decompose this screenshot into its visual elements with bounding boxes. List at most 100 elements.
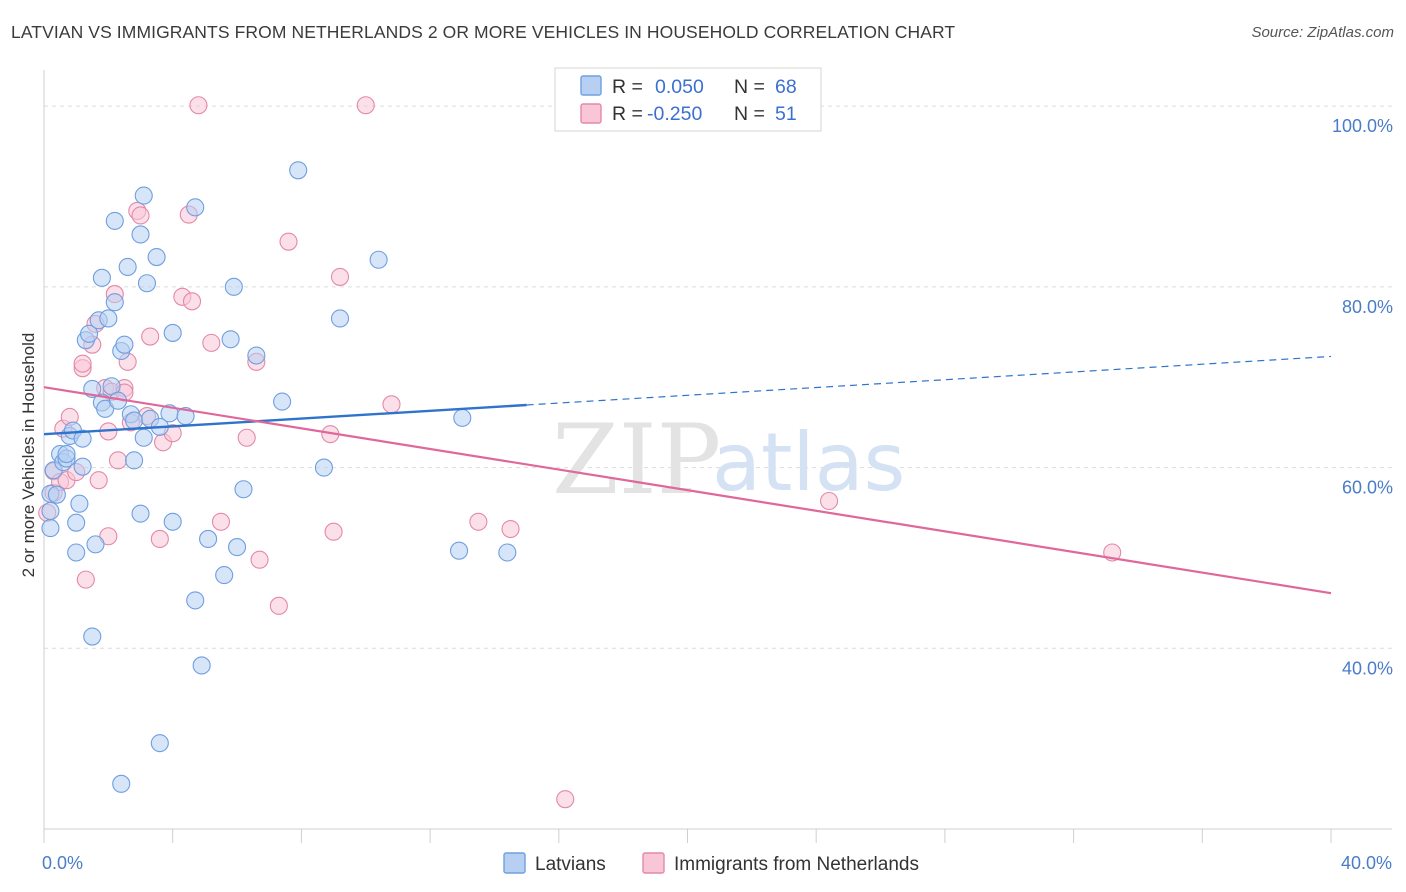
latvians-point — [47, 485, 66, 504]
latvians-point — [150, 734, 169, 753]
netherlands-point — [141, 327, 160, 346]
netherlands-point — [237, 428, 256, 447]
latvians-point — [234, 480, 253, 499]
latvians-point — [137, 274, 157, 293]
latvians-point — [163, 512, 182, 531]
latvians-point — [125, 411, 144, 430]
y-tick-label: 40.0% — [1342, 658, 1393, 678]
latvians-point — [369, 250, 388, 269]
y-tick-label: 60.0% — [1342, 478, 1393, 498]
latvians-point — [57, 444, 76, 464]
netherlands-point — [89, 471, 108, 490]
legend-r-label-1: R = — [612, 76, 643, 98]
latvians-point — [115, 335, 134, 354]
x-tick-label-min: 0.0% — [42, 853, 83, 873]
latvians-point — [134, 186, 153, 205]
netherlands-point — [324, 522, 343, 541]
latvians-point — [199, 529, 218, 549]
legend-n-label-1: N = — [734, 76, 765, 98]
legend-r-value-2: -0.250 — [647, 103, 702, 125]
netherlands-point — [76, 570, 95, 589]
latvians-point — [221, 330, 240, 349]
latvians-point — [192, 656, 211, 675]
trend-lines — [43, 355, 1332, 595]
latvians-point — [96, 399, 115, 418]
latvians-point — [134, 428, 153, 447]
netherlands-point — [556, 790, 575, 809]
legend-r-label-2: R = — [612, 103, 643, 125]
latvians-point — [147, 247, 166, 267]
latvians-trend-line-extrapolated — [526, 355, 1332, 406]
watermark-atlas: atlas — [712, 416, 905, 509]
y-tick-label: 80.0% — [1342, 297, 1393, 317]
netherlands-point — [269, 596, 288, 615]
series-legend: Latvians Immigrants from Netherlands — [503, 852, 919, 875]
x-tick-label-max: 40.0% — [1341, 853, 1392, 873]
netherlands-point — [382, 395, 401, 414]
legend-item-netherlands: Immigrants from Netherlands — [674, 854, 919, 875]
latvians-point — [186, 591, 205, 610]
data-points — [38, 96, 1122, 809]
latvians-point — [224, 277, 243, 296]
latvians-point — [73, 457, 92, 476]
netherlands-point — [189, 96, 208, 115]
latvians-point — [453, 408, 472, 427]
latvians-point — [498, 543, 517, 562]
legend-n-label-2: N = — [734, 103, 765, 125]
latvians-point — [228, 538, 247, 557]
latvians-point — [92, 268, 111, 287]
y-axis-label: 2 or more Vehicles in Household — [19, 333, 38, 578]
watermark: ZIP atlas — [552, 404, 905, 516]
latvians-point — [118, 257, 137, 277]
latvians-point — [186, 198, 205, 217]
netherlands-point — [202, 333, 221, 352]
legend-item-latvians: Latvians — [535, 854, 606, 875]
netherlands-point — [131, 206, 150, 225]
latvians-point — [67, 513, 86, 532]
netherlands-point — [108, 451, 128, 470]
latvians-point — [289, 161, 308, 180]
legend-stats: R = 0.050 N = 68 R = -0.250 N = 51 — [554, 67, 822, 132]
legend-item-latvians-swatch — [503, 852, 526, 874]
latvians-point — [67, 543, 86, 562]
netherlands-point — [279, 232, 298, 251]
latvians-point — [125, 451, 144, 470]
netherlands-point — [330, 267, 350, 286]
legend-n-value-1: 68 — [775, 76, 797, 98]
latvians-point — [70, 494, 89, 513]
legend-swatch-netherlands — [580, 103, 602, 124]
legend-item-netherlands-swatch — [642, 852, 665, 874]
watermark-zip: ZIP — [552, 404, 721, 516]
latvians-trend-line — [43, 403, 527, 436]
latvians-point — [163, 323, 182, 342]
latvians-point — [314, 458, 333, 477]
latvians-point — [41, 519, 60, 538]
latvians-point — [105, 293, 124, 312]
netherlands-point — [501, 519, 520, 539]
netherlands-point — [356, 96, 375, 115]
latvians-point — [73, 429, 92, 448]
latvians-point — [112, 774, 131, 793]
latvians-point — [79, 324, 99, 343]
chart-title: LATVIAN VS IMMIGRANTS FROM NETHERLANDS 2… — [11, 22, 956, 42]
latvians-point — [247, 346, 266, 365]
latvians-point — [330, 309, 350, 328]
latvians-point — [41, 501, 60, 520]
netherlands-point — [150, 529, 169, 549]
axes — [43, 70, 1392, 843]
netherlands-trend-line — [43, 386, 1332, 595]
netherlands-point — [250, 550, 269, 569]
netherlands-point — [211, 512, 231, 531]
netherlands-point — [182, 292, 202, 311]
latvians-point — [215, 566, 234, 585]
latvians-point — [86, 535, 105, 554]
netherlands-point — [820, 491, 839, 511]
netherlands-point — [469, 512, 488, 531]
y-tick-labels: 40.0% 60.0% 80.0% 100.0% — [1332, 116, 1393, 678]
latvians-point — [131, 225, 150, 244]
y-tick-label: 100.0% — [1332, 116, 1393, 136]
latvians-point — [450, 541, 469, 560]
latvians-point — [273, 392, 292, 411]
legend-r-value-1: 0.050 — [655, 76, 704, 98]
latvians-point — [99, 309, 118, 328]
